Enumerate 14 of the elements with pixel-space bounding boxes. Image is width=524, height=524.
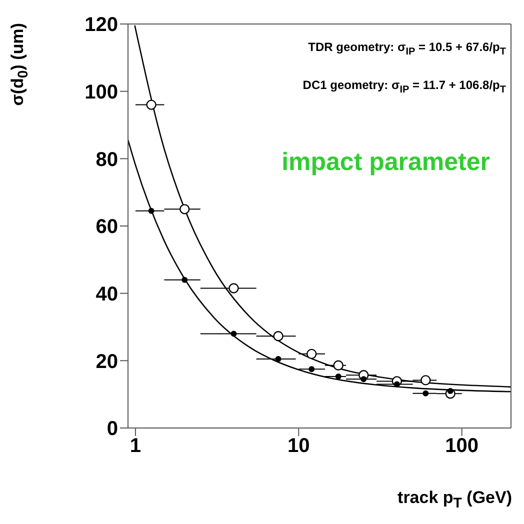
y-tick-label: 20: [96, 350, 118, 373]
y-tick-label: 100: [84, 81, 118, 104]
y-tick-label: 60: [96, 216, 118, 238]
x-tick-label: 10: [288, 435, 310, 458]
y-tick-label: 0: [106, 418, 118, 440]
annotation: DC1 geometry: σ$_{IP}$ = 11.7 + 106.8/p$_{T}$: [302, 78, 506, 96]
annotation: impact parameter: [282, 148, 490, 177]
y-tick-label: 40: [96, 283, 118, 306]
x-tick-label: 100: [445, 435, 479, 458]
x-tick-label: 1: [130, 435, 142, 458]
x-axis-title: track p$_{T}$ (GeV): [398, 488, 512, 511]
y-tick-label: 80: [96, 148, 118, 171]
annotation: TDR geometry: σ$_{IP}$ = 10.5 + 67.6/p$_{T}$: [308, 40, 506, 58]
y-tick-label: 120: [84, 14, 118, 36]
